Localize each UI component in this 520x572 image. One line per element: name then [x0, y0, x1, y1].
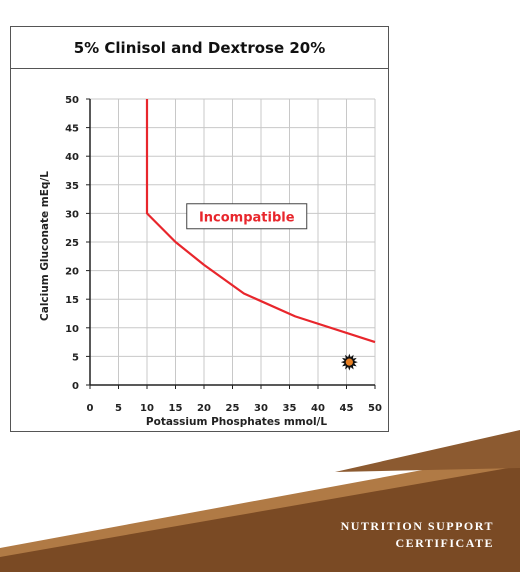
y-tick-label: 20 — [65, 267, 79, 278]
annotation-label: Incompatible — [199, 210, 295, 225]
x-tick-label: 30 — [254, 403, 268, 414]
y-tick-label: 45 — [65, 124, 79, 135]
x-tick-label: 40 — [311, 403, 325, 414]
y-tick-label: 10 — [65, 324, 79, 335]
y-tick-label: 30 — [65, 209, 79, 220]
chart-panel: 5% Clinisol and Dextrose 20% 0 5 10 15 20 25 3… — [10, 26, 389, 432]
x-tick-label: 5 — [115, 403, 122, 414]
swoosh-dark-band — [0, 466, 520, 572]
footer-line-1: NUTRITION SUPPORT — [340, 519, 494, 533]
x-tick-label: 25 — [226, 403, 240, 414]
chart: 0 5 10 15 20 25 30 35 40 45 50 0 5 10 15 20 25 30 35 40 45 50… — [39, 95, 382, 428]
y-tick-label: 35 — [65, 181, 79, 192]
y-tick-label: 5 — [72, 352, 79, 363]
swoosh-top-wedge — [335, 430, 520, 472]
y-tick-label: 40 — [65, 152, 79, 163]
y-tick-label: 15 — [65, 295, 79, 306]
x-tick-label: 0 — [87, 403, 94, 414]
footer-brand: NUTRITION SUPPORT CERTIFICATE — [341, 518, 494, 552]
x-tick-label: 10 — [140, 403, 154, 414]
footer-line-2: CERTIFICATE — [395, 536, 494, 550]
y-tick-label: 25 — [65, 238, 79, 249]
chart-title: 5% Clinisol and Dextrose 20% — [11, 27, 388, 69]
x-tick-label: 15 — [169, 403, 183, 414]
x-tick-label: 35 — [283, 403, 297, 414]
starburst-core — [345, 358, 353, 366]
y-tick-label: 0 — [72, 381, 79, 392]
y-tick-label: 50 — [65, 95, 79, 106]
x-axis-title: Potassium Phosphates mmol/L — [146, 416, 327, 428]
x-tick-label: 45 — [340, 403, 354, 414]
x-tick-label: 20 — [197, 403, 211, 414]
x-tick-label: 50 — [368, 403, 382, 414]
annotation-box — [186, 203, 308, 230]
series-line — [145, 99, 376, 344]
y-axis-title: Calcium Gluconate mEq/L — [39, 171, 51, 321]
